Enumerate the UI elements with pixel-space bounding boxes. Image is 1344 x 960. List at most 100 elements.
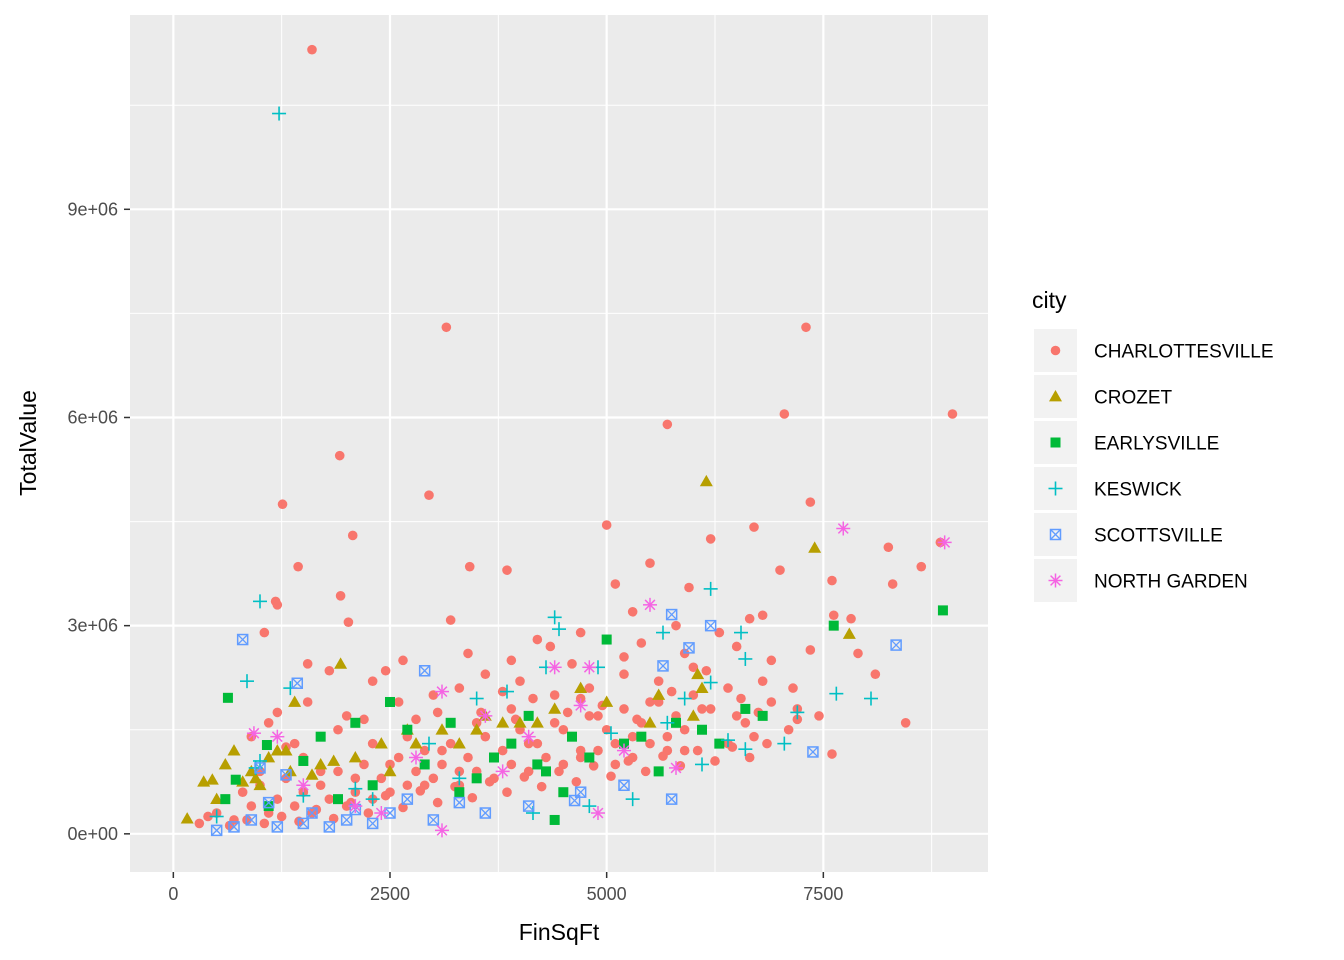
marker-stroke	[271, 731, 283, 743]
marker-stroke	[236, 633, 249, 646]
data-point	[643, 716, 657, 728]
legend-items: CHARLOTTESVILLE CROZET EARLYSVILLE KESWICK S…	[1034, 329, 1274, 602]
data-point	[783, 724, 794, 735]
data-point	[686, 709, 700, 721]
data-point	[327, 754, 341, 766]
data-point	[740, 703, 751, 714]
data-point	[699, 474, 713, 487]
data-point	[210, 792, 224, 805]
data-point	[334, 450, 345, 461]
data-point	[445, 738, 456, 749]
legend-label: CHARLOTTESVILLE	[1094, 342, 1274, 363]
data-point	[571, 776, 582, 787]
data-point	[194, 818, 205, 829]
data-point	[610, 759, 621, 770]
data-point	[411, 766, 421, 777]
data-point	[744, 752, 755, 763]
data-point	[209, 809, 224, 824]
marker-stroke	[453, 797, 465, 809]
marker-stroke	[704, 619, 717, 632]
marker-stroke	[670, 762, 682, 774]
data-point	[870, 669, 881, 680]
marker-stroke	[228, 821, 240, 833]
data-point	[415, 786, 426, 796]
data-point	[593, 745, 603, 756]
legend-label: KESWICK	[1094, 480, 1182, 501]
data-point	[714, 627, 725, 638]
data-point	[600, 695, 614, 707]
data-point	[367, 676, 378, 686]
data-point	[671, 717, 681, 728]
marker-stroke	[245, 814, 258, 826]
data-point	[604, 726, 618, 741]
data-point	[947, 409, 958, 419]
data-point	[270, 744, 284, 756]
data-point	[736, 693, 746, 704]
data-point	[625, 792, 640, 807]
data-point	[347, 530, 358, 541]
data-point	[384, 807, 396, 819]
data-point	[432, 707, 443, 718]
marker-stroke	[254, 762, 266, 774]
data-point	[333, 794, 343, 805]
data-point	[270, 729, 285, 744]
y-tick-label: 9e+06	[67, 199, 118, 219]
marker-stroke	[705, 620, 717, 632]
data-point	[846, 613, 856, 624]
marker-stroke	[618, 779, 630, 791]
data-point	[636, 731, 647, 742]
data-point	[610, 738, 621, 749]
data-point	[220, 794, 231, 805]
data-point	[814, 711, 824, 721]
marker-stroke	[419, 665, 431, 677]
data-point	[657, 660, 669, 672]
marker-stroke	[291, 677, 303, 689]
data-point	[452, 737, 466, 749]
data-point	[548, 702, 562, 714]
data-point	[584, 683, 595, 693]
data-point	[484, 776, 495, 787]
data-point	[298, 755, 309, 766]
data-point	[584, 752, 595, 763]
marker-stroke	[657, 660, 669, 672]
data-point	[335, 591, 346, 601]
data-point	[464, 561, 475, 572]
marker-stroke	[297, 817, 309, 829]
marker-stroke	[453, 796, 466, 809]
data-point	[937, 605, 948, 616]
y-tick-label: 3e+06	[67, 616, 118, 636]
marker-stroke	[683, 642, 695, 654]
marker-stroke	[666, 793, 678, 805]
data-point	[363, 808, 374, 818]
data-point	[697, 704, 707, 714]
data-point	[437, 745, 447, 756]
data-point	[705, 704, 716, 714]
data-point	[827, 749, 837, 759]
data-point	[549, 814, 560, 825]
data-point	[441, 322, 452, 333]
marker-stroke	[657, 660, 669, 672]
data-point	[532, 634, 543, 645]
data-point	[669, 760, 683, 775]
data-point	[380, 665, 391, 676]
data-point	[567, 731, 577, 742]
marker-stroke	[323, 821, 335, 833]
data-point	[227, 744, 241, 756]
data-point	[334, 657, 348, 669]
data-point	[277, 499, 288, 510]
plot-panel	[130, 15, 988, 872]
data-point	[409, 737, 423, 749]
data-point	[409, 750, 423, 765]
marker-stroke	[523, 731, 535, 743]
marker-stroke	[1050, 575, 1061, 586]
data-point	[619, 652, 629, 662]
data-point	[704, 619, 717, 632]
data-point	[582, 799, 597, 814]
data-point	[658, 751, 668, 761]
data-point	[480, 669, 491, 680]
data-point	[323, 821, 336, 833]
data-point	[801, 322, 811, 333]
data-point	[315, 780, 326, 791]
x-tick-label: 2500	[370, 884, 410, 904]
data-point	[645, 738, 655, 749]
